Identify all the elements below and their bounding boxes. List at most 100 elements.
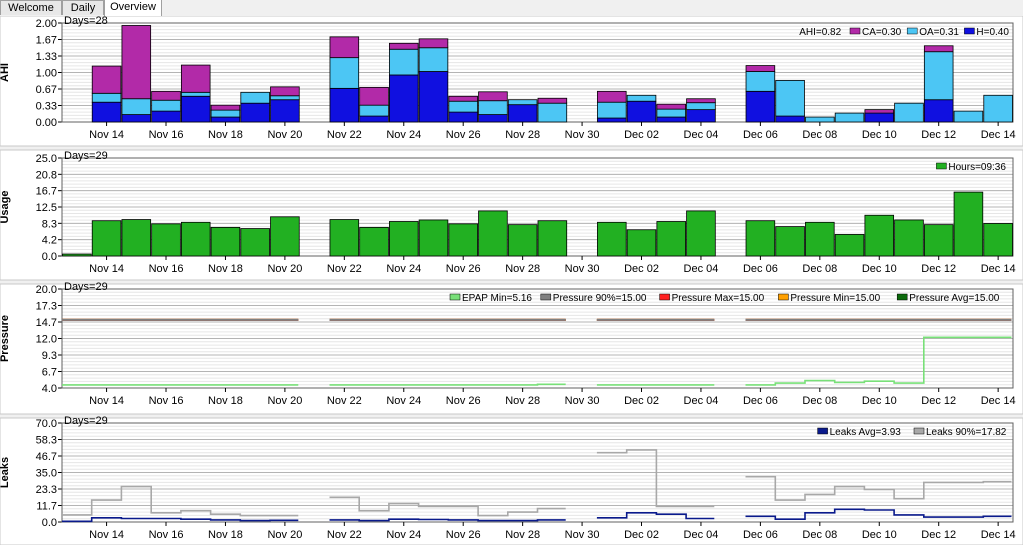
x-tick-label: Nov 24 <box>386 395 421 407</box>
bar-h <box>121 114 152 123</box>
bar-ca <box>923 45 954 53</box>
legend-label: Leaks 90%=17.82 <box>926 427 1007 438</box>
legend-swatch <box>896 293 908 301</box>
x-tick-label: Nov 16 <box>149 129 184 141</box>
bar-h <box>359 115 389 123</box>
bar-h <box>656 116 686 123</box>
bar-h <box>686 109 716 123</box>
y-tick-label: 16.7 <box>36 186 57 198</box>
bar-hours <box>240 228 270 257</box>
bar-oa <box>834 112 865 123</box>
bar-hours <box>389 221 419 257</box>
bar-ca <box>210 104 241 111</box>
legend-swatch <box>936 162 947 170</box>
x-tick-label: Dec 02 <box>624 263 659 275</box>
bar-oa <box>983 94 1013 123</box>
bar-hours <box>775 226 805 257</box>
bar-hours <box>745 220 776 257</box>
plot-frame <box>61 22 1014 123</box>
legend-swatch <box>540 293 552 301</box>
bar-h <box>151 110 181 123</box>
days-count-label: Days=29 <box>64 281 108 293</box>
x-tick-label: Dec 10 <box>862 395 897 407</box>
tab-welcome[interactable]: Welcome <box>0 0 62 15</box>
bar-h <box>91 101 122 123</box>
bar-ca <box>270 86 300 97</box>
bar-hours <box>805 221 835 257</box>
x-tick-label: Dec 04 <box>684 529 719 541</box>
bar-oa <box>478 100 508 115</box>
y-tick-label: 70.0 <box>36 418 57 430</box>
y-tick-label: 0.67 <box>36 84 57 96</box>
legend-label: Hours=09:36 <box>948 162 1006 173</box>
y-tick-label: 0.0 <box>42 517 57 529</box>
plot-frame <box>61 422 1014 523</box>
x-tick-label: Dec 06 <box>743 529 778 541</box>
y-tick-label: 20.8 <box>36 169 57 181</box>
x-tick-label: Dec 10 <box>862 529 897 541</box>
legend-swatch <box>913 427 925 435</box>
legend-label: EPAP Min=5.16 <box>462 293 532 304</box>
legend-label: H=0.40 <box>976 27 1009 38</box>
line-leaks-avg <box>62 508 1012 523</box>
x-tick-label: Nov 20 <box>267 529 302 541</box>
line-leaks-90- <box>62 449 1012 517</box>
y-tick-label: 11.7 <box>36 501 57 513</box>
plot-frame <box>61 157 1014 257</box>
x-tick-label: Nov 24 <box>386 529 421 541</box>
x-tick-label: Dec 10 <box>862 129 897 141</box>
bar-h <box>626 100 657 123</box>
y-tick-label: 35.0 <box>36 468 57 480</box>
legend-label: AHI=0.82 <box>799 27 841 38</box>
y-tick-label: 6.7 <box>42 367 57 379</box>
bar-hours <box>923 224 954 257</box>
bar-oa <box>597 101 627 119</box>
x-tick-label: Nov 18 <box>208 129 243 141</box>
bar-hours <box>121 219 152 257</box>
y-tick-label: 1.33 <box>36 51 57 63</box>
legend-label: Leaks Avg=3.93 <box>830 427 902 438</box>
bar-h <box>240 102 270 123</box>
y-tick-label: 14.7 <box>36 317 57 329</box>
bar-oa <box>389 48 419 76</box>
bar-h <box>448 111 478 123</box>
bar-ca <box>745 65 776 72</box>
tab-daily[interactable]: Daily <box>62 0 104 15</box>
bar-ca <box>91 65 122 94</box>
x-tick-label: Nov 22 <box>327 263 362 275</box>
bar-ca <box>180 64 211 93</box>
bar-oa <box>240 91 270 104</box>
x-tick-label: Nov 14 <box>89 529 124 541</box>
y-axis-title: Leaks <box>0 457 11 488</box>
bar-hours <box>537 220 568 257</box>
legend-label: CA=0.30 <box>862 27 902 38</box>
legend-label: Pressure Min=15.00 <box>790 293 880 304</box>
bar-ca <box>121 25 152 100</box>
y-tick-label: 0.33 <box>36 101 57 113</box>
x-tick-label: Dec 04 <box>684 263 719 275</box>
days-count-label: Days=28 <box>64 16 108 27</box>
bar-oa <box>91 92 122 103</box>
bar-hours <box>359 226 389 257</box>
tab-overview[interactable]: Overview <box>104 0 162 16</box>
bar-hours <box>864 214 895 257</box>
legend-swatch <box>817 427 828 435</box>
bar-ca <box>597 90 627 103</box>
bar-ca <box>864 109 895 114</box>
bar-h <box>478 114 508 123</box>
y-tick-label: 58.3 <box>36 435 57 447</box>
x-tick-label: Dec 14 <box>981 263 1016 275</box>
bar-oa <box>448 100 478 113</box>
x-tick-label: Nov 28 <box>505 263 540 275</box>
bar-ca <box>359 86 389 106</box>
bar-oa <box>359 104 389 117</box>
bar-h <box>745 90 776 123</box>
x-tick-label: Dec 02 <box>624 529 659 541</box>
legend-swatch <box>449 293 461 301</box>
x-tick-label: Dec 14 <box>981 129 1016 141</box>
x-tick-label: Nov 26 <box>446 529 481 541</box>
x-tick-label: Nov 14 <box>89 129 124 141</box>
overview-charts: 0.00 0.33 0.67 1.00 1.33 1.67 2.00 AHI Days=28 No… <box>0 16 1023 545</box>
bar-h <box>923 99 954 123</box>
x-tick-label: Dec 14 <box>981 395 1016 407</box>
